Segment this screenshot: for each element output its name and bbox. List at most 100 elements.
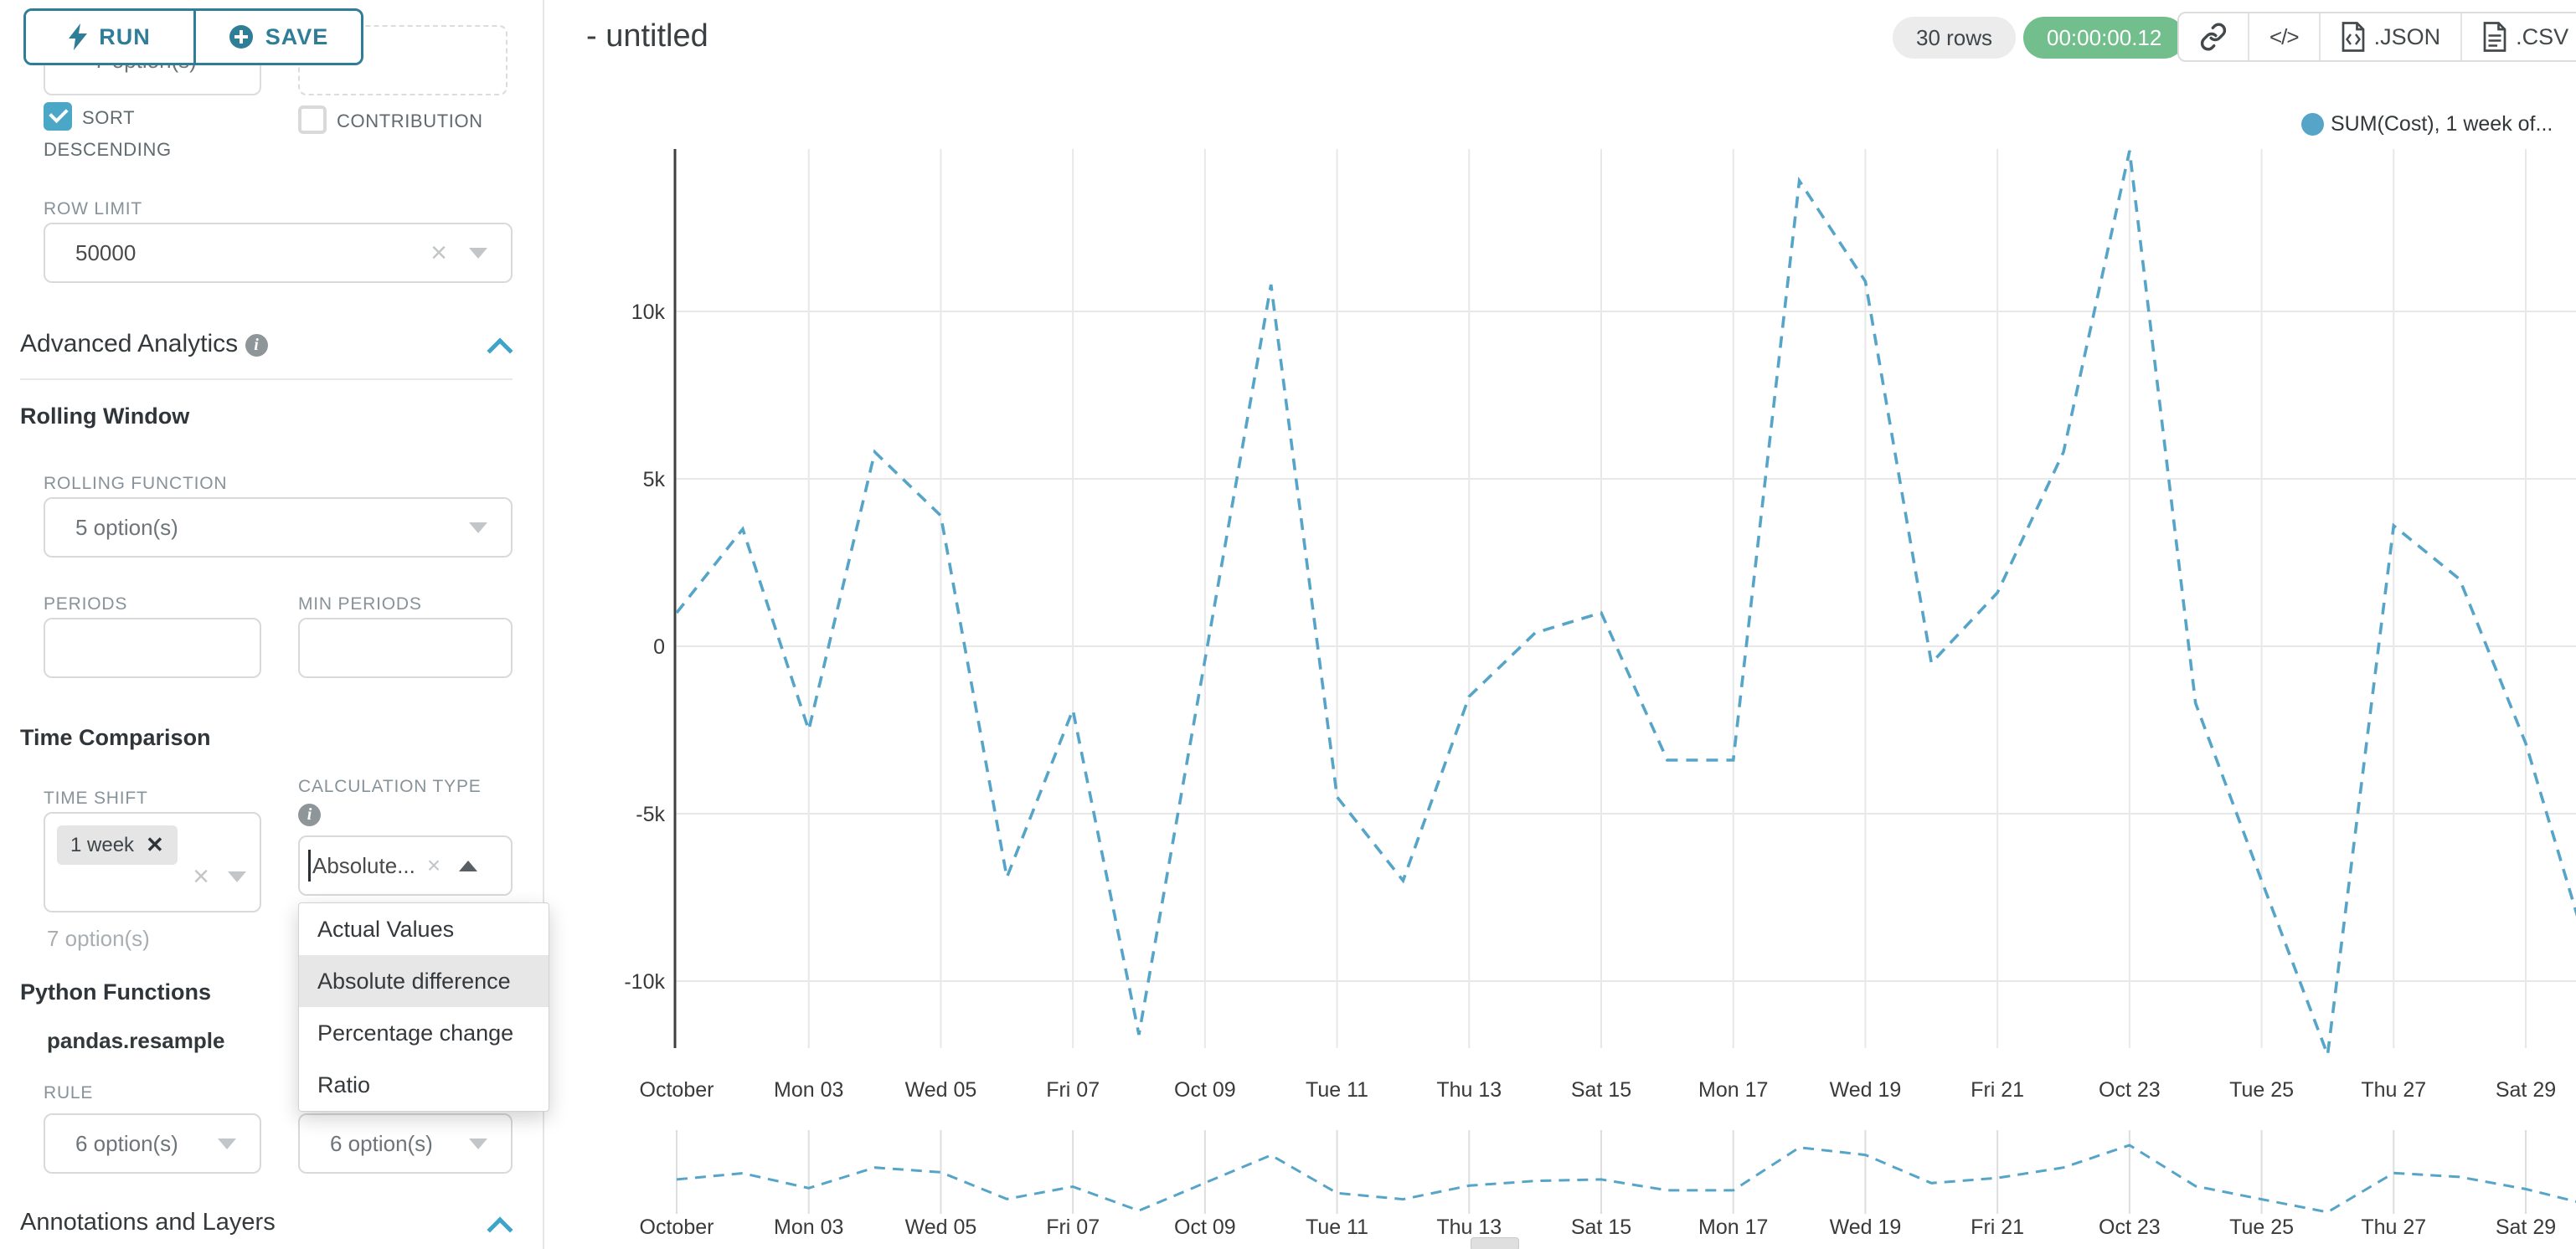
file-text-icon xyxy=(2483,22,2506,52)
y-axis-tick-label: 0 xyxy=(653,635,665,659)
row-limit-select[interactable]: 50000 × xyxy=(44,223,513,283)
dropdown-option[interactable]: Ratio xyxy=(317,1072,371,1097)
query-buttons: RUN SAVE xyxy=(23,8,363,65)
advanced-analytics-header[interactable]: Advanced Analytics i xyxy=(20,330,268,358)
row-limit-label: ROW LIMIT xyxy=(44,199,143,218)
lightning-icon xyxy=(69,23,88,50)
x-axis-tick-label: Thu 13 xyxy=(1436,1078,1502,1102)
rule-label: RULE xyxy=(44,1083,94,1103)
preview-x-tick-label: Thu 27 xyxy=(2361,1216,2426,1239)
chart-legend[interactable]: SUM(Cost), 1 week of... xyxy=(2301,112,2553,136)
export-csv-button[interactable]: .CSV xyxy=(2460,13,2576,60)
export-json-button[interactable]: .JSON xyxy=(2318,13,2461,60)
chart-title[interactable]: - untitled xyxy=(586,18,708,54)
preview-x-tick-label: Tue 11 xyxy=(1306,1216,1368,1239)
row-limit-value: 50000 xyxy=(75,239,137,265)
preview-x-tick-label: Mon 03 xyxy=(774,1216,843,1239)
share-link-button[interactable] xyxy=(2179,13,2248,60)
rule-select[interactable]: 6 option(s) xyxy=(44,1113,261,1174)
advanced-analytics-title: Advanced Analytics xyxy=(20,330,239,357)
remove-tag-icon[interactable]: ✕ xyxy=(146,832,164,857)
calculation-type-dropdown: Actual Values Absolute difference Percenta… xyxy=(298,902,549,1112)
export-json-label: .JSON xyxy=(2373,23,2441,49)
contribution-checkbox[interactable] xyxy=(298,105,327,134)
info-icon: i xyxy=(298,804,321,826)
min-periods-input[interactable] xyxy=(298,618,513,678)
chevron-down-icon[interactable] xyxy=(469,247,487,259)
text-cursor xyxy=(308,850,311,881)
sort-descending-checkbox[interactable] xyxy=(44,102,72,131)
preview-x-tick-label: Tue 25 xyxy=(2229,1216,2294,1239)
view-query-button[interactable]: </> xyxy=(2248,13,2319,60)
series-line xyxy=(675,150,2576,1056)
pandas-resample-label: pandas.resample xyxy=(47,1028,225,1053)
dropdown-option[interactable]: Percentage change xyxy=(317,1020,514,1046)
preview-x-tick-label: Fri 21 xyxy=(1971,1216,2024,1239)
chevron-up-icon[interactable] xyxy=(459,860,478,871)
dropdown-option[interactable]: Actual Values xyxy=(317,917,455,942)
run-button[interactable]: RUN xyxy=(26,11,193,63)
x-axis-tick-label: Thu 27 xyxy=(2361,1078,2426,1102)
preview-series-line xyxy=(676,1144,2576,1214)
contribution-control[interactable]: CONTRIBUTION xyxy=(298,105,533,137)
row-count-badge: 30 rows xyxy=(1893,17,2017,59)
time-shift-select[interactable]: 1 week ✕ × xyxy=(44,812,261,912)
chevron-down-icon[interactable] xyxy=(228,871,246,882)
calculation-type-select[interactable]: Absolute... × xyxy=(298,835,513,896)
periods-label: PERIODS xyxy=(44,594,128,614)
sort-descending-label: SORT DESCENDING xyxy=(44,107,172,160)
collapse-chevron-icon[interactable] xyxy=(487,337,513,364)
section-divider xyxy=(20,378,513,380)
min-periods-label: MIN PERIODS xyxy=(298,594,422,614)
resample-method-select[interactable]: 6 option(s) xyxy=(298,1113,513,1174)
chevron-down-icon[interactable] xyxy=(469,522,487,533)
sort-descending-control[interactable]: SORT DESCENDING xyxy=(44,102,203,166)
chevron-down-icon[interactable] xyxy=(469,1138,487,1149)
clear-icon[interactable]: × xyxy=(193,861,209,892)
contribution-label: CONTRIBUTION xyxy=(337,111,483,131)
dropdown-option[interactable]: Absolute difference xyxy=(299,955,549,1007)
preview-x-tick-label: October xyxy=(640,1216,714,1239)
time-shift-hint: 7 option(s) xyxy=(47,926,150,951)
control-panel: 7 option(s) RUN SAVE SORT DESCEND xyxy=(0,0,549,1249)
chevron-down-icon[interactable] xyxy=(218,1138,236,1149)
scroll-handle[interactable] xyxy=(1471,1237,1519,1249)
time-comparison-title: Time Comparison xyxy=(20,725,211,750)
x-axis-tick-label: Fri 21 xyxy=(1971,1078,2024,1102)
x-axis-tick-label: Tue 11 xyxy=(1306,1078,1368,1102)
collapse-chevron-icon[interactable] xyxy=(487,1216,513,1243)
file-code-icon xyxy=(2342,22,2364,52)
clear-icon[interactable]: × xyxy=(426,852,441,878)
y-axis-tick-label: -5k xyxy=(636,803,665,826)
calculation-type-label: CALCULATION TYPE xyxy=(298,777,482,796)
x-axis-tick-label: Sat 29 xyxy=(2496,1078,2556,1102)
rolling-function-select[interactable]: 5 option(s) xyxy=(44,497,513,558)
plus-circle-icon xyxy=(229,25,253,49)
export-csv-label: .CSV xyxy=(2516,23,2569,49)
periods-input[interactable] xyxy=(44,618,261,678)
preview-x-tick-label: Sat 29 xyxy=(2496,1216,2556,1239)
annotations-title[interactable]: Annotations and Layers xyxy=(20,1209,276,1236)
x-axis-tick-label: Oct 09 xyxy=(1174,1078,1236,1102)
x-axis-tick-label: Tue 25 xyxy=(2229,1078,2294,1102)
x-axis-tick-label: Oct 23 xyxy=(2099,1078,2161,1102)
panel-divider xyxy=(543,0,544,1249)
y-axis-tick-label: 5k xyxy=(643,468,666,491)
legend-label: SUM(Cost), 1 week of... xyxy=(2331,112,2553,136)
save-label: SAVE xyxy=(265,23,329,49)
info-icon: i xyxy=(245,334,268,357)
main-chart[interactable]: 10k 5k 0 -5k -10k October October Mon 03 Mon 03 W… xyxy=(543,0,2576,1249)
time-shift-tag[interactable]: 1 week ✕ xyxy=(57,825,178,865)
code-icon: </> xyxy=(2269,23,2300,49)
preview-x-tick-label: Oct 09 xyxy=(1174,1216,1236,1239)
preview-x-tick-label: Thu 13 xyxy=(1436,1216,1502,1239)
clear-icon[interactable]: × xyxy=(430,237,447,269)
rolling-function-label: ROLLING FUNCTION xyxy=(44,474,228,493)
time-shift-tag-label: 1 week xyxy=(70,833,135,856)
python-functions-title: Python Functions xyxy=(20,979,211,1005)
rolling-function-value: 5 option(s) xyxy=(75,514,178,540)
x-axis-tick-label: Mon 03 xyxy=(774,1078,843,1102)
legend-dot xyxy=(2301,113,2324,136)
save-button[interactable]: SAVE xyxy=(193,11,361,63)
